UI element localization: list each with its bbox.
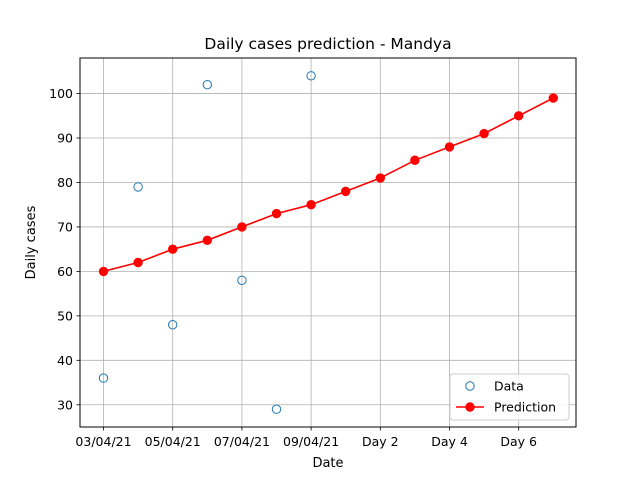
grid (80, 58, 576, 427)
x-tick-label: 05/04/21 (145, 434, 201, 449)
x-tick-label: 07/04/21 (214, 434, 270, 449)
y-axis-label: Daily cases (24, 205, 39, 279)
y-tick-label: 50 (57, 308, 73, 323)
data-point (306, 71, 316, 81)
legend-marker-data (465, 381, 475, 391)
x-tick-label: Day 6 (500, 434, 537, 449)
prediction-point (548, 93, 558, 103)
prediction-point (341, 186, 351, 197)
data-point (271, 404, 282, 414)
data-point (133, 182, 143, 192)
x-tick-label: 09/04/21 (283, 434, 339, 449)
data-point (168, 320, 178, 330)
x-tick-label: 03/04/21 (75, 434, 131, 449)
data-point (98, 373, 109, 383)
plot-frame (79, 57, 577, 428)
y-tick-label: 100 (49, 86, 73, 101)
prediction-point (410, 155, 420, 165)
y-tick-label: 60 (57, 264, 73, 279)
y-tick-label: 90 (57, 131, 73, 146)
prediction-point (444, 142, 455, 152)
prediction-point (306, 200, 316, 210)
y-tick-label: 30 (57, 397, 73, 412)
prediction-point (202, 235, 213, 245)
x-tick-label: Day 2 (362, 434, 399, 449)
y-tick-label: 40 (57, 353, 73, 368)
prediction-point (237, 222, 247, 232)
prediction-point (271, 208, 282, 219)
legend: Data Prediction (449, 373, 570, 421)
data-point (237, 275, 247, 285)
data-layer (98, 71, 558, 414)
legend-label-prediction: Prediction (494, 400, 556, 415)
data-point (202, 79, 213, 90)
legend-box (449, 373, 570, 421)
ticks: 30 40 50 60 70 80 90 100 03/04/21 05/04/21 07/04/2… (49, 86, 537, 449)
prediction-point (514, 111, 524, 121)
prediction-point (375, 173, 385, 183)
chart-title: Daily cases prediction - Mandya (204, 35, 451, 53)
legend-label-data: Data (494, 379, 524, 394)
prediction-point (168, 244, 178, 254)
legend-marker-prediction (465, 402, 475, 412)
y-tick-label: 70 (57, 219, 73, 234)
prediction-point (479, 128, 489, 139)
y-tick-label: 80 (57, 175, 73, 190)
prediction-line (103, 97, 554, 273)
x-axis-label: Date (312, 456, 343, 471)
x-tick-label: Day 4 (431, 434, 468, 449)
prediction-point (133, 257, 143, 268)
prediction-point (98, 266, 109, 277)
